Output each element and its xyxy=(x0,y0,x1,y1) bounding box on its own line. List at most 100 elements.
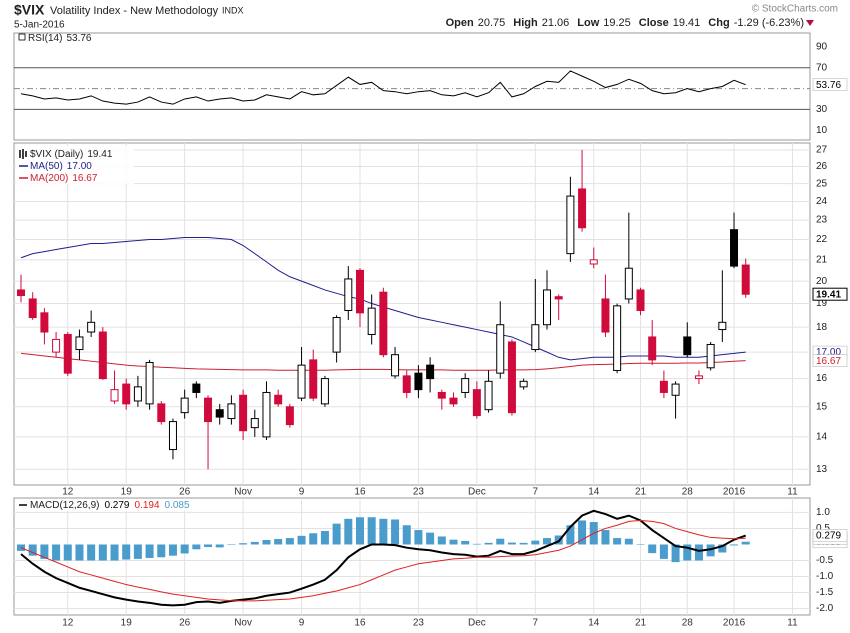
y-tick-label: -0.5 xyxy=(816,555,834,566)
histogram-bar xyxy=(52,544,61,561)
x-tick-label: 28 xyxy=(682,618,694,629)
candle-body xyxy=(706,343,715,369)
histogram-bar xyxy=(636,544,645,545)
x-tick-label: 11 xyxy=(787,487,798,498)
legend: MA(200) 16.67 xyxy=(30,173,98,184)
y-tick-label: 13 xyxy=(816,464,828,475)
y-tick-label: 16 xyxy=(816,373,828,384)
candle-body xyxy=(589,259,598,265)
histogram-bar xyxy=(730,544,739,546)
candle-body xyxy=(157,403,166,423)
histogram-bar xyxy=(355,517,364,545)
histogram-bar xyxy=(648,544,657,554)
histogram-bar xyxy=(718,544,727,553)
value-box-label: 53.76 xyxy=(816,80,841,91)
candle-body xyxy=(28,298,37,319)
histogram-bar xyxy=(87,544,96,561)
candle-body xyxy=(204,397,213,423)
candle-body xyxy=(239,394,248,432)
y-tick-label: -1.0 xyxy=(816,571,834,582)
macd-line xyxy=(20,519,746,602)
candle-body xyxy=(437,391,446,399)
candle-body xyxy=(531,324,540,351)
quote-value: 20.75 xyxy=(478,17,506,29)
candle-body xyxy=(472,389,481,417)
candle-body xyxy=(344,278,353,311)
histogram-bar xyxy=(204,544,213,548)
quote-value: 19.41 xyxy=(673,17,701,29)
candle-body xyxy=(215,409,224,418)
legend-name: MA(200) xyxy=(30,173,68,184)
candle-body xyxy=(309,359,318,399)
y-tick-label: 70 xyxy=(816,62,828,73)
security-name: Volatility Index - New Methodology xyxy=(50,5,219,17)
y-tick-label: 22 xyxy=(816,234,828,245)
candle-body xyxy=(332,317,341,353)
candle-body xyxy=(145,362,154,405)
candle-body xyxy=(543,289,552,326)
candle-body xyxy=(519,380,528,388)
histogram-bar xyxy=(613,538,622,545)
y-tick-label: -2.0 xyxy=(816,603,834,614)
candle-body xyxy=(741,264,750,295)
x-tick-label: 2016 xyxy=(723,618,746,629)
histogram-bar xyxy=(414,530,423,545)
histogram-bar xyxy=(63,544,72,561)
legend-icon xyxy=(19,149,27,159)
candle-body xyxy=(391,354,400,377)
quote-label: Low xyxy=(577,17,599,29)
histogram-bar xyxy=(344,518,353,545)
histogram-bar xyxy=(250,541,259,545)
histogram-bar xyxy=(531,540,540,545)
histogram-bar xyxy=(741,541,750,545)
x-tick-label: 9 xyxy=(299,618,305,629)
candle-body xyxy=(367,307,376,335)
y-tick-label: 0.5 xyxy=(816,523,830,534)
histogram-bar xyxy=(274,539,283,545)
legend-value: 53.76 xyxy=(66,33,91,44)
quote-label: Close xyxy=(639,17,669,29)
x-tick-label: 23 xyxy=(413,618,425,629)
histogram-bar xyxy=(122,544,131,560)
candle-body xyxy=(133,386,142,402)
candle-body xyxy=(624,267,633,300)
candle-body xyxy=(192,383,201,393)
histogram-bar xyxy=(437,536,446,545)
histogram-bar xyxy=(367,517,376,545)
legend: MACD(12,26,9) 0.279 0.194 0.085 xyxy=(30,500,190,511)
quote-label: Chg xyxy=(708,17,729,29)
histogram-bar xyxy=(472,543,481,545)
candle-body xyxy=(566,195,575,255)
candle-body xyxy=(180,397,189,414)
y-tick-label: 10 xyxy=(816,125,828,136)
quote-label: High xyxy=(513,17,538,29)
y-tick-label: 27 xyxy=(816,145,828,156)
legend-title: $VIX (Daily) xyxy=(30,149,83,160)
histogram-bar xyxy=(566,525,575,545)
candle-body xyxy=(227,403,236,420)
x-tick-label: 14 xyxy=(588,618,600,629)
value-box-label: 17.00 xyxy=(816,347,841,358)
x-tick-label: 23 xyxy=(413,487,425,498)
x-tick-label: 16 xyxy=(354,487,366,498)
histogram-bar xyxy=(402,525,411,545)
x-tick-label: Nov xyxy=(234,487,252,498)
legend-bg xyxy=(16,146,134,184)
x-tick-label: 9 xyxy=(299,487,305,498)
histogram-bar xyxy=(180,544,189,554)
histogram-bar xyxy=(391,519,400,545)
x-tick-label: 12 xyxy=(62,618,74,629)
panel-frame xyxy=(13,142,811,486)
x-tick-label: Nov xyxy=(234,618,252,629)
histogram-bar xyxy=(379,518,388,545)
value-box-label: 16.67 xyxy=(816,356,841,367)
quote-value: -1.29 (-6.23%) xyxy=(734,17,804,29)
candle-body xyxy=(683,336,692,356)
x-tick-label: 7 xyxy=(533,487,539,498)
legend: RSI(14) 53.76 xyxy=(28,33,92,44)
legend-value: 19.41 xyxy=(87,149,112,160)
histogram-bar xyxy=(98,544,107,561)
y-tick-label: -1.5 xyxy=(816,587,834,598)
histogram-bar xyxy=(297,535,306,545)
